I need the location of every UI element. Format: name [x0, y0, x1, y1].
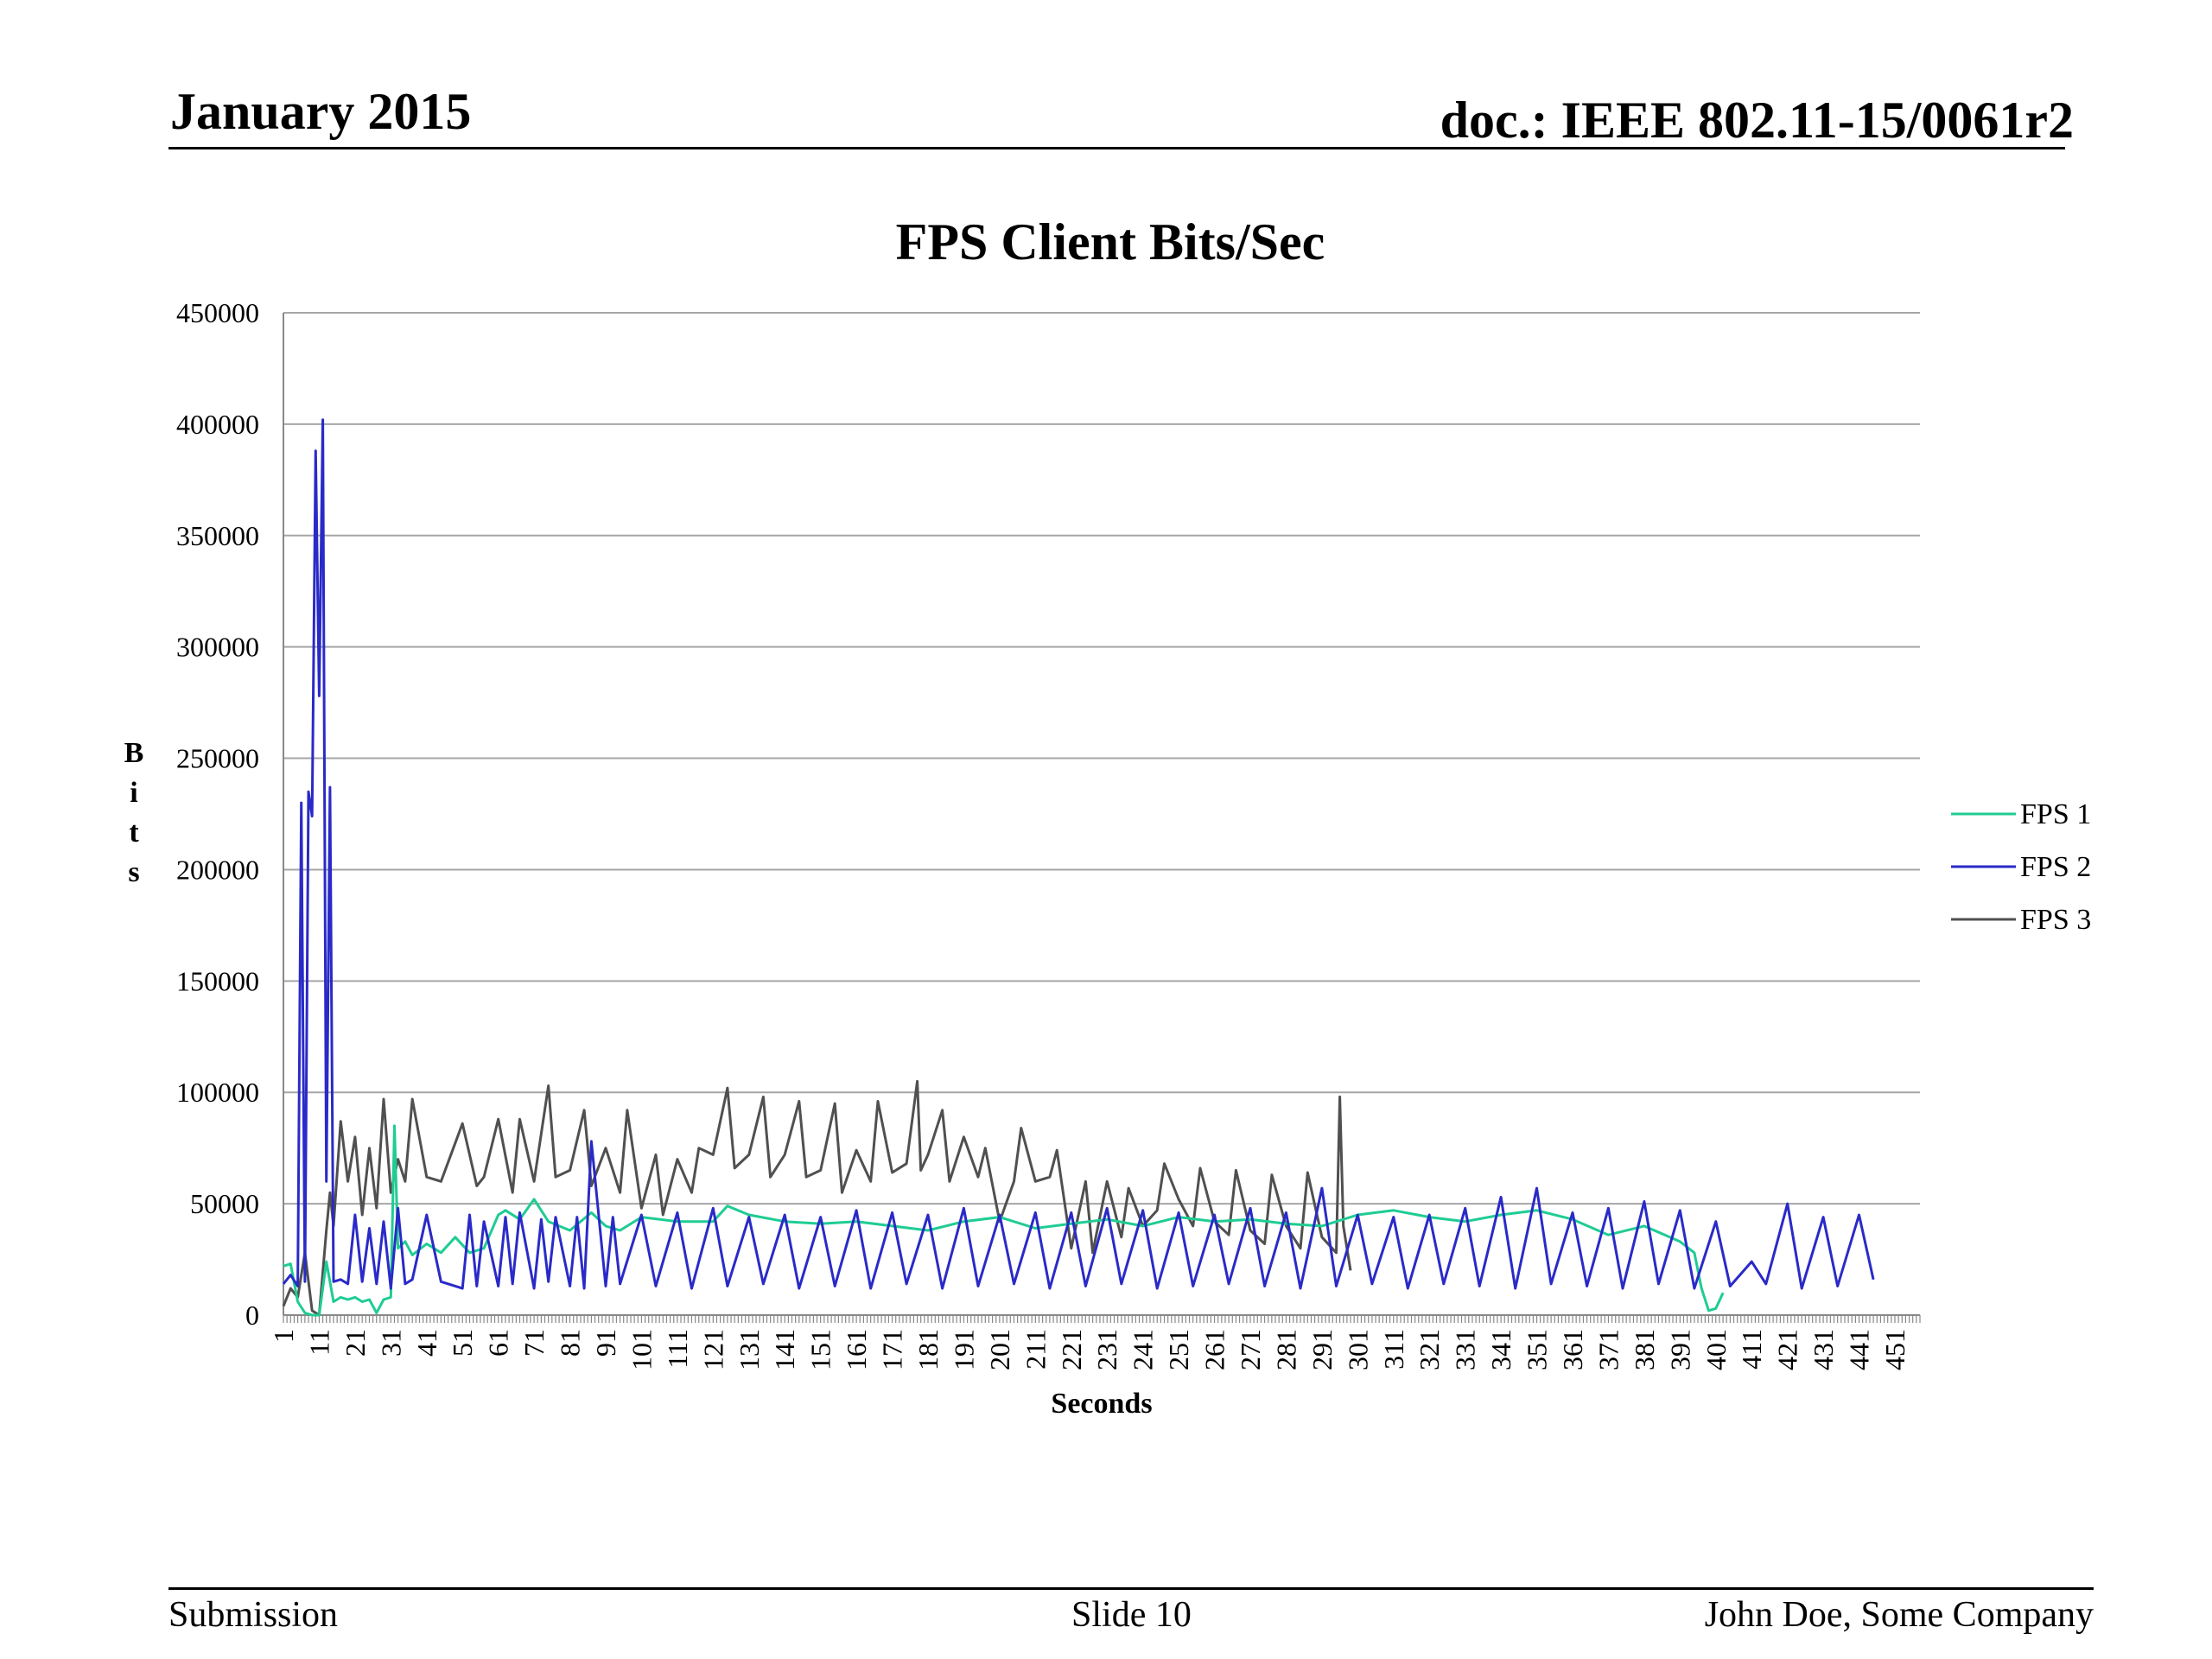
x-tick-label: 351 [1522, 1329, 1553, 1370]
legend-label: FPS 3 [2020, 904, 2091, 936]
x-tick-label: 201 [984, 1329, 1015, 1370]
legend: FPS 1 FPS 2 FPS 3 [1951, 798, 2091, 936]
header-divider [168, 147, 2065, 149]
document-id-header: doc.: IEEE 802.11-15/0061r2 [1440, 92, 2074, 149]
x-axis-ticks: 1 11 21 31 41 51 61 71 81 91 101 111 121 131 141 151 161… [268, 1315, 1921, 1370]
x-tick-label: 271 [1235, 1329, 1266, 1370]
y-tick-label: 300000 [176, 632, 259, 663]
x-tick-label: 361 [1557, 1329, 1588, 1370]
y-axis-label-letter: B [124, 737, 144, 769]
x-minor-ticks [283, 1315, 1921, 1323]
x-tick-label: 241 [1128, 1329, 1159, 1370]
y-tick-label: 450000 [176, 297, 259, 328]
x-tick-label: 401 [1700, 1329, 1732, 1370]
x-tick-label: 21 [340, 1329, 371, 1357]
x-tick-label: 301 [1342, 1329, 1373, 1370]
footer-divider [168, 1587, 2094, 1590]
x-tick-label: 451 [1879, 1329, 1910, 1370]
legend-label: FPS 1 [2020, 798, 2091, 830]
x-tick-label: 71 [518, 1329, 550, 1357]
series-line-fps-3 [282, 1079, 1352, 1317]
y-axis-ticks: 0 50000 100000 150000 200000 250000 300000 3500… [176, 297, 259, 1331]
footer-slide-number: Slide 10 [1071, 1595, 1192, 1635]
x-tick-label: 191 [948, 1329, 979, 1370]
x-tick-label: 31 [375, 1329, 406, 1357]
x-tick-label: 411 [1736, 1329, 1767, 1370]
x-tick-label: 141 [769, 1329, 800, 1370]
x-tick-label: 131 [734, 1329, 765, 1370]
x-tick-label: 381 [1629, 1329, 1660, 1370]
x-tick-label: 111 [662, 1329, 693, 1369]
x-tick-label: 231 [1091, 1329, 1122, 1370]
footer-submission: Submission [168, 1595, 339, 1635]
x-tick-label: 221 [1056, 1329, 1087, 1370]
footer-author: John Doe, Some Company [1704, 1595, 2094, 1635]
x-tick-label: 151 [805, 1329, 836, 1370]
x-tick-label: 81 [555, 1329, 586, 1357]
y-tick-label: 100000 [176, 1077, 259, 1108]
y-tick-label: 250000 [176, 743, 259, 774]
legend-label: FPS 2 [2020, 851, 2091, 883]
x-tick-label: 261 [1199, 1329, 1230, 1370]
y-tick-label: 0 [245, 1300, 259, 1331]
chart-title: FPS Client Bits/Sec [896, 213, 1325, 270]
x-tick-label: 181 [912, 1329, 944, 1370]
grid-lines [283, 312, 1920, 1316]
x-tick-label: 171 [877, 1329, 908, 1370]
slide-date-header: January 2015 [170, 83, 472, 140]
series-lines [282, 418, 1875, 1317]
y-axis-label-letter: s [128, 856, 139, 888]
x-tick-label: 291 [1306, 1329, 1338, 1370]
x-tick-label: 1 [268, 1329, 299, 1343]
x-tick-label: 211 [1020, 1329, 1051, 1370]
x-tick-label: 281 [1270, 1329, 1301, 1370]
y-tick-label: 400000 [176, 409, 259, 440]
x-tick-label: 61 [483, 1329, 514, 1357]
series-line-fps-1 [283, 1124, 1725, 1317]
x-tick-label: 91 [590, 1329, 621, 1357]
x-tick-label: 421 [1772, 1329, 1803, 1370]
x-tick-label: 121 [697, 1329, 728, 1370]
y-tick-label: 150000 [176, 965, 259, 996]
y-tick-label: 200000 [176, 854, 259, 885]
x-tick-label: 161 [841, 1329, 872, 1370]
y-axis-label: Bits [124, 737, 144, 888]
x-tick-label: 431 [1808, 1329, 1839, 1370]
x-tick-label: 371 [1592, 1329, 1624, 1370]
x-tick-label: 391 [1664, 1329, 1695, 1370]
y-tick-label: 350000 [176, 520, 259, 551]
x-tick-label: 321 [1414, 1329, 1445, 1370]
x-axis-label: Seconds [1051, 1388, 1152, 1420]
y-tick-label: 50000 [190, 1188, 259, 1219]
x-tick-label: 101 [626, 1329, 657, 1370]
x-tick-label: 251 [1163, 1329, 1194, 1370]
x-tick-label: 341 [1485, 1329, 1516, 1370]
x-tick-label: 11 [303, 1329, 334, 1356]
x-tick-label: 441 [1844, 1329, 1875, 1370]
series-line-fps-2 [282, 418, 1875, 1290]
x-tick-label: 51 [447, 1329, 478, 1357]
x-tick-label: 311 [1378, 1329, 1409, 1370]
y-axis-label-letter: t [129, 817, 139, 849]
x-tick-label: 331 [1450, 1329, 1481, 1370]
y-axis-label-letter: i [130, 777, 137, 809]
x-tick-label: 41 [411, 1329, 442, 1357]
